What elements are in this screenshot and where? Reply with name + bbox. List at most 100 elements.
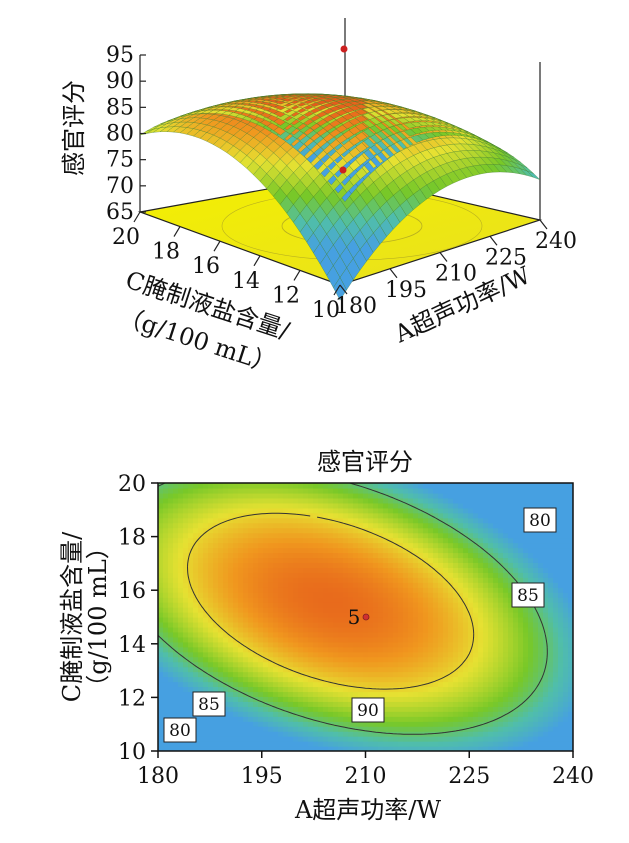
heat-cell — [483, 547, 489, 554]
heat-cell — [408, 522, 414, 529]
heat-cell — [503, 701, 509, 707]
heat-cell — [173, 483, 179, 489]
heat-cell — [378, 502, 384, 509]
heat-cell — [493, 726, 499, 732]
heat-cell — [498, 612, 504, 618]
heat-cell — [208, 666, 214, 673]
heat-cell — [188, 507, 194, 514]
heat-cell — [278, 492, 284, 499]
heat-cell — [238, 517, 244, 524]
heat-cell — [168, 706, 174, 712]
heat-cell — [473, 483, 479, 489]
heat-cell — [283, 726, 289, 732]
heat-cell — [423, 547, 429, 554]
heat-cell — [238, 557, 244, 563]
heat-cell — [213, 492, 219, 499]
heat-cell — [163, 706, 169, 712]
heat-cell — [333, 557, 339, 563]
heat-cell — [518, 711, 524, 717]
heat-cell — [378, 592, 384, 598]
heat-cell — [503, 592, 509, 598]
heat-cell — [508, 706, 514, 712]
heat-cell — [173, 542, 179, 549]
heat-cell — [183, 711, 189, 717]
heat-cell — [383, 577, 389, 583]
heat-cell — [368, 547, 374, 554]
heat-cell — [423, 597, 429, 603]
heat-cell — [518, 622, 524, 628]
heat-cell — [378, 512, 384, 519]
heat-cell — [363, 607, 369, 613]
heat-cell — [183, 582, 189, 588]
heat-cell — [248, 567, 254, 573]
heat-cell — [378, 731, 384, 737]
heat-cell — [423, 726, 429, 732]
heat-cell — [288, 562, 294, 568]
heat-cell — [513, 646, 519, 653]
heat-cell — [223, 612, 229, 618]
heat-cell — [228, 636, 234, 643]
heat-cell — [288, 726, 294, 732]
heat-cell — [433, 522, 439, 529]
heat-cell — [193, 592, 199, 598]
heat-cell — [313, 572, 319, 578]
heat-cell — [348, 567, 354, 573]
heat-cell — [418, 716, 424, 722]
heat-cell — [328, 542, 334, 549]
heat-cell — [293, 497, 299, 504]
heat-cell — [223, 572, 229, 578]
heat-cell — [408, 577, 414, 583]
heat-cell — [223, 716, 229, 722]
heat-cell — [488, 641, 494, 648]
heat-cell — [288, 522, 294, 529]
heat-cell — [528, 731, 534, 737]
heat-cell — [323, 741, 329, 747]
a-tick-label: 180 — [335, 294, 377, 319]
heat-cell — [513, 661, 519, 668]
heat-cell — [183, 597, 189, 603]
heat-cell — [418, 577, 424, 583]
heat-cell — [453, 587, 459, 593]
heat-cell — [253, 562, 259, 568]
heat-cell — [448, 572, 454, 578]
heat-cell — [318, 636, 324, 643]
heat-cell — [188, 567, 194, 573]
heat-cell — [178, 661, 184, 668]
heat-cell — [318, 537, 324, 544]
heat-cell — [473, 746, 479, 751]
heat-cell — [283, 562, 289, 568]
heat-cell — [363, 651, 369, 658]
heat-cell — [413, 577, 419, 583]
heat-cell — [408, 626, 414, 633]
heat-cell — [433, 577, 439, 583]
heat-cell — [468, 746, 474, 751]
heat-cell — [208, 626, 214, 633]
heat-cell — [323, 577, 329, 583]
heat-cell — [338, 577, 344, 583]
heat-cell — [523, 646, 529, 653]
heat-cell — [378, 537, 384, 544]
heat-cell — [483, 612, 489, 618]
heat-cell — [488, 532, 494, 539]
heat-cell — [358, 731, 364, 737]
heat-cell — [433, 736, 439, 742]
heat-cell — [503, 691, 509, 697]
heat-cell — [303, 597, 309, 603]
heat-cell — [203, 547, 209, 554]
heat-cell — [498, 676, 504, 683]
heat-cell — [178, 572, 184, 578]
heat-cell — [463, 631, 469, 638]
heat-cell — [438, 577, 444, 583]
heat-cell — [418, 691, 424, 697]
heat-cell — [283, 602, 289, 608]
heat-cell — [448, 746, 454, 751]
heat-cell — [233, 517, 239, 524]
heat-cell — [503, 626, 509, 633]
heat-cell — [423, 488, 429, 494]
heat-cell — [293, 542, 299, 549]
heat-cell — [398, 567, 404, 573]
heat-cell — [348, 502, 354, 509]
heat-cell — [363, 547, 369, 554]
heat-cell — [338, 726, 344, 732]
heat-cell — [288, 492, 294, 499]
